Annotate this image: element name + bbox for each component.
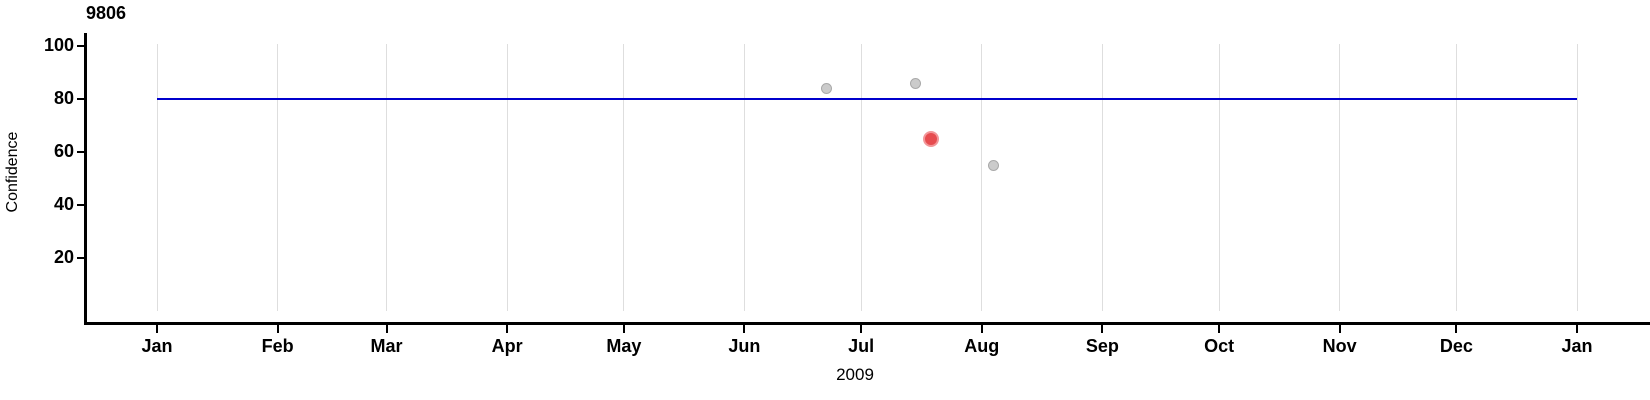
x-axis-tick-label: Dec [1439, 336, 1473, 356]
y-axis-tick-label: 100 [43, 35, 74, 55]
month-gridline [1101, 44, 1103, 311]
data-point[interactable] [987, 159, 999, 171]
x-axis-tick [1218, 325, 1221, 333]
month-gridline [1339, 44, 1341, 311]
month-gridline [623, 44, 625, 311]
x-axis-tick-label: Jan [141, 336, 173, 356]
x-axis-tick-label: Feb [261, 336, 294, 356]
y-axis-tick [77, 151, 84, 153]
month-gridline [277, 44, 279, 311]
y-axis-tick [77, 204, 84, 206]
month-gridline [1455, 44, 1457, 311]
x-axis-tick-label: Nov [1322, 336, 1357, 356]
month-gridline [1218, 44, 1220, 311]
x-axis-tick-label: Aug [964, 336, 1000, 356]
y-axis-label: Confidence [4, 131, 21, 213]
y-axis-tick-label: 80 [53, 88, 74, 108]
x-axis-tick [506, 325, 509, 333]
chart-title: 9806 [86, 3, 127, 23]
reference-line [157, 98, 1577, 100]
month-gridline [860, 44, 862, 311]
x-axis-tick-label: Jul [848, 336, 875, 356]
x-axis-tick [1455, 325, 1458, 333]
x-axis-tick [980, 325, 983, 333]
y-axis-tick-label: 40 [53, 194, 74, 214]
x-axis-tick-label: Oct [1204, 336, 1235, 356]
x-axis-tick [276, 325, 279, 333]
highlighted-data-point[interactable] [923, 130, 940, 147]
x-axis-tick-label: Sep [1085, 336, 1119, 356]
x-axis-tick-label: May [606, 336, 642, 356]
y-axis-tick [77, 98, 84, 100]
x-axis-tick [622, 325, 625, 333]
x-axis-tick [1338, 325, 1341, 333]
month-gridline [981, 44, 983, 311]
x-axis-tick-label: Apr [491, 336, 523, 356]
data-point[interactable] [820, 82, 832, 94]
data-point[interactable] [910, 77, 922, 89]
month-gridline [156, 44, 158, 311]
x-axis-tick [385, 325, 388, 333]
x-axis-year-label: 2009 [836, 365, 874, 384]
y-axis-tick [77, 45, 84, 47]
month-gridline [743, 44, 745, 311]
x-axis-line [84, 322, 1650, 325]
x-axis-tick [1576, 325, 1578, 333]
y-axis-tick [77, 257, 84, 259]
y-axis-line [84, 33, 87, 325]
month-gridline [386, 44, 388, 311]
x-axis-tick [156, 325, 158, 333]
y-axis-tick-label: 20 [53, 247, 74, 267]
x-axis-tick-label: Jun [728, 336, 761, 356]
x-axis-tick-label: Mar [370, 336, 403, 356]
month-gridline [506, 44, 508, 311]
x-axis-tick [860, 325, 863, 333]
x-axis-tick [1101, 325, 1104, 333]
y-axis-tick-label: 60 [53, 141, 74, 161]
x-axis-tick-label: Jan [1561, 336, 1593, 356]
month-gridline [1576, 44, 1578, 311]
x-axis-tick [743, 325, 746, 333]
